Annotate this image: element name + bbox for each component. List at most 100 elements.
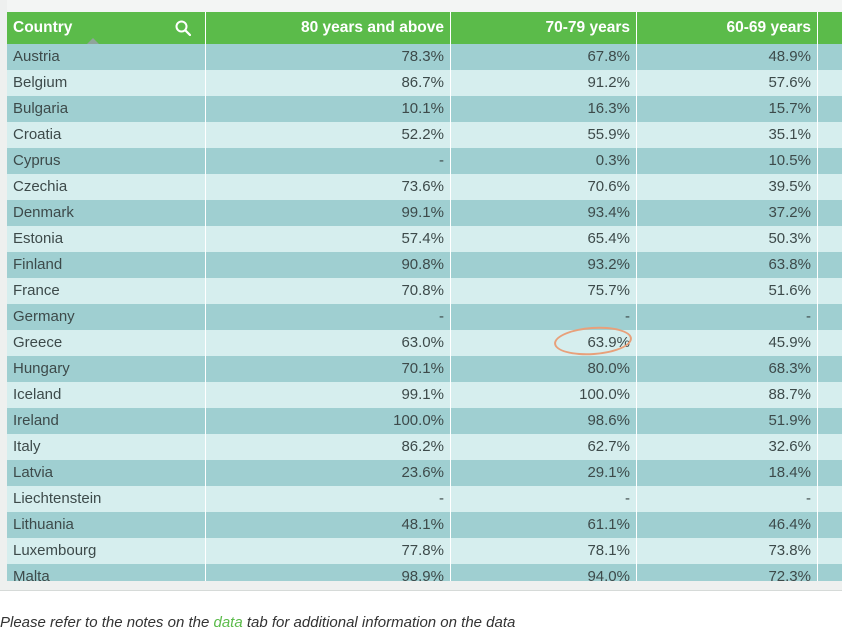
cell-70-79: 62.7% [451, 434, 637, 460]
cell-80-plus: 73.6% [206, 174, 451, 200]
cell-70-79: 0.3% [451, 148, 637, 174]
cell-80-plus: 48.1% [206, 512, 451, 538]
header-country-label: Country [13, 19, 73, 36]
cell-80-plus: - [206, 304, 451, 330]
table-row[interactable]: Croatia 52.2% 55.9% 35.1% [7, 122, 842, 148]
cell-60-69: 37.2% [637, 200, 818, 226]
cell-80-plus: 77.8% [206, 538, 451, 564]
cell-country: Estonia [7, 226, 206, 252]
footnote-text-after: tab for additional information on the da… [242, 614, 516, 631]
cell-next-column [818, 512, 842, 538]
cell-next-column [818, 70, 842, 96]
cell-country: Bulgaria [7, 96, 206, 122]
cell-60-69: 57.6% [637, 70, 818, 96]
cell-60-69: - [637, 486, 818, 512]
cell-70-79: 65.4% [451, 226, 637, 252]
cell-next-column [818, 252, 842, 278]
cell-60-69: 73.8% [637, 538, 818, 564]
cell-60-69: 15.7% [637, 96, 818, 122]
cell-70-79: 61.1% [451, 512, 637, 538]
table-row[interactable]: Iceland 99.1% 100.0% 88.7% [7, 382, 842, 408]
table-row[interactable]: Liechtenstein - - - [7, 486, 842, 512]
table-row[interactable]: Cyprus -0.3% 10.5% [7, 148, 842, 174]
cell-70-79: 70.6% [451, 174, 637, 200]
cell-next-column [818, 408, 842, 434]
table-row[interactable]: Belgium 86.7% 91.2% 57.6% [7, 70, 842, 96]
cell-60-69: 35.1% [637, 122, 818, 148]
data-link[interactable]: data [213, 614, 243, 631]
cell-70-79: 93.2% [451, 252, 637, 278]
cell-country: Cyprus [7, 148, 206, 174]
cell-country: Finland [7, 252, 206, 278]
cell-60-69: 51.6% [637, 278, 818, 304]
header-70-79[interactable]: 70-79 years [451, 12, 637, 44]
table-row[interactable]: Germany - - - [7, 304, 842, 330]
cell-70-79: 100.0% [451, 382, 637, 408]
cell-next-column [818, 434, 842, 460]
cell-80-plus: - [206, 486, 451, 512]
cell-60-69: 10.5% [637, 148, 818, 174]
cell-next-column [818, 460, 842, 486]
table-row[interactable]: Finland 90.8% 93.2% 63.8% [7, 252, 842, 278]
cell-80-plus: 10.1% [206, 96, 451, 122]
table-row[interactable]: France 70.8% 75.7% 51.6% [7, 278, 842, 304]
cell-60-69: 18.4% [637, 460, 818, 486]
cell-country: Ireland [7, 408, 206, 434]
cell-80-plus: 63.0% [206, 330, 451, 356]
table-row[interactable]: Bulgaria 10.1% 16.3% 15.7% [7, 96, 842, 122]
search-icon[interactable] [175, 20, 191, 36]
cell-country: Liechtenstein [7, 486, 206, 512]
cell-80-plus: 57.4% [206, 226, 451, 252]
cell-80-plus: 98.9% [206, 564, 451, 581]
cell-country: Denmark [7, 200, 206, 226]
cell-60-69: 68.3% [637, 356, 818, 382]
table-row[interactable]: Denmark 99.1% 93.4% 37.2% [7, 200, 842, 226]
table-row[interactable]: Malta 98.9% 94.0% 72.3% [7, 564, 842, 581]
footnote: Please refer to the notes on the data ta… [0, 614, 515, 632]
cell-60-69: 51.9% [637, 408, 818, 434]
header-country[interactable]: Country [7, 12, 206, 44]
cell-next-column [818, 200, 842, 226]
cell-70-79: 75.7% [451, 278, 637, 304]
cell-country: Latvia [7, 460, 206, 486]
table-row[interactable]: Ireland 100.0% 98.6% 51.9% [7, 408, 842, 434]
table-row[interactable]: Austria 78.3% 67.8% 48.9% [7, 44, 842, 70]
cell-70-79: 98.6% [451, 408, 637, 434]
cell-80-plus: 86.2% [206, 434, 451, 460]
table-row[interactable]: Luxembourg 77.8% 78.1% 73.8% [7, 538, 842, 564]
cell-80-plus: 90.8% [206, 252, 451, 278]
cell-80-plus: 23.6% [206, 460, 451, 486]
cell-70-79: 63.9% [451, 330, 637, 356]
cell-60-69: 50.3% [637, 226, 818, 252]
header-80-plus[interactable]: 80 years and above [206, 12, 451, 44]
table-row[interactable]: Estonia 57.4% 65.4% 50.3% [7, 226, 842, 252]
cell-next-column [818, 382, 842, 408]
table-row[interactable]: Hungary 70.1% 80.0% 68.3% [7, 356, 842, 382]
cell-country: Hungary [7, 356, 206, 382]
sort-ascending-icon[interactable] [87, 38, 99, 44]
cell-70-79: 78.1% [451, 538, 637, 564]
cell-60-69: 32.6% [637, 434, 818, 460]
cell-80-plus: 99.1% [206, 382, 451, 408]
cell-80-plus: 86.7% [206, 70, 451, 96]
cell-next-column [818, 44, 842, 70]
table-row[interactable]: Lithuania 48.1% 61.1% 46.4% [7, 512, 842, 538]
cell-80-plus: 52.2% [206, 122, 451, 148]
cell-next-column [818, 564, 842, 581]
cell-country: Italy [7, 434, 206, 460]
table-row[interactable]: Greece 63.0% 63.9% 45.9% [7, 330, 842, 356]
cell-80-plus: - [206, 148, 451, 174]
cell-60-69: 48.9% [637, 44, 818, 70]
cell-70-79: 93.4% [451, 200, 637, 226]
table-row[interactable]: Latvia 23.6% 29.1% 18.4% [7, 460, 842, 486]
cell-70-79: 91.2% [451, 70, 637, 96]
cell-60-69: 45.9% [637, 330, 818, 356]
cell-80-plus: 70.8% [206, 278, 451, 304]
cell-80-plus: 70.1% [206, 356, 451, 382]
cell-70-79: - [451, 486, 637, 512]
cell-70-79: 55.9% [451, 122, 637, 148]
table-row[interactable]: Italy 86.2% 62.7% 32.6% [7, 434, 842, 460]
table-row[interactable]: Czechia 73.6% 70.6% 39.5% [7, 174, 842, 200]
header-60-69[interactable]: 60-69 years [637, 12, 818, 44]
data-table: Country 80 years and above 70-79 years 6… [7, 12, 842, 581]
